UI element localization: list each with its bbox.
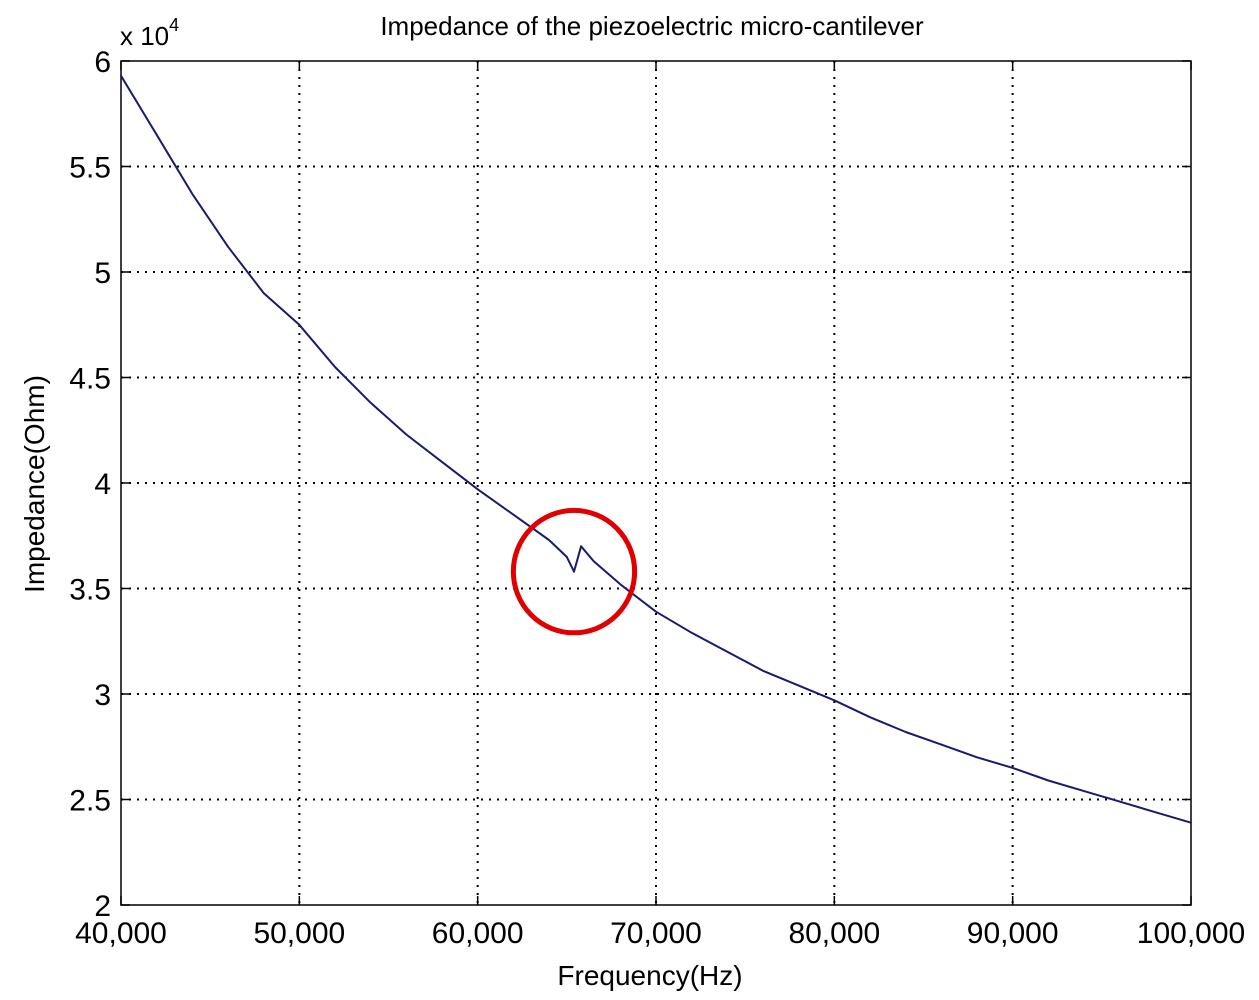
annotation-layer	[510, 507, 638, 636]
x-tick-label: 60,000	[432, 917, 524, 950]
highlight-circle	[510, 507, 638, 636]
tick-marks	[120, 60, 1192, 906]
y-tick-label: 5	[94, 257, 111, 290]
y-tick-label: 4.5	[69, 363, 111, 396]
y-multiplier-exponent: 4	[169, 15, 179, 35]
y-tick-label: 6	[94, 46, 111, 79]
y-tick-label: 5.5	[69, 152, 111, 185]
y-tick-label: 2	[94, 890, 111, 923]
x-tick-label: 50,000	[253, 917, 345, 950]
series-line	[573, 545, 583, 573]
x-tick-label: 80,000	[788, 917, 880, 950]
y-tick-label: 2.5	[69, 785, 111, 818]
x-tick-label: 100,000	[1137, 917, 1245, 950]
y-multiplier-base: x 10	[120, 21, 169, 51]
y-axis-label: Impedance(Ohm)	[19, 375, 50, 593]
chart-title: Impedance of the piezoelectric micro-can…	[380, 11, 924, 41]
x-tick-label: 90,000	[967, 917, 1059, 950]
series-line	[580, 545, 1192, 824]
x-axis-label: Frequency(Hz)	[557, 960, 742, 991]
y-tick-labels: 2 2.5 3 3.5 4 4.5 5 5.5 6	[69, 46, 111, 923]
y-tick-label: 3	[94, 679, 111, 712]
y-axis-multiplier: x 104	[120, 15, 179, 51]
x-tick-label: 40,000	[75, 917, 167, 950]
series-layer	[120, 74, 1192, 824]
y-tick-label: 3.5	[69, 574, 111, 607]
series-line	[120, 74, 575, 573]
y-tick-label: 4	[94, 468, 111, 501]
x-tick-label: 70,000	[610, 917, 702, 950]
x-tick-labels: 40,000 50,000 60,000 70,000 80,000 90,000 100,…	[75, 917, 1245, 950]
